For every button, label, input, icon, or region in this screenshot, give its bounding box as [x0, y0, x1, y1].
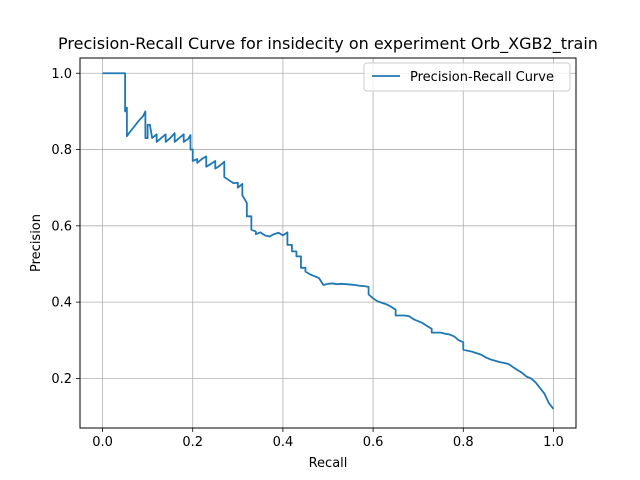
x-tick-label: 1.0: [543, 435, 564, 450]
x-tick-label: 0.0: [92, 435, 113, 450]
x-tick-label: 0.2: [182, 435, 203, 450]
series-layer: [102, 72, 555, 410]
x-axis-label: Recall: [309, 456, 348, 471]
axis-ticks: 0.0 0.2 0.4 0.6 0.8 1.0 0.2 0.4 0.6 0.8 1.0: [51, 67, 563, 450]
legend: Precision-Recall Curve: [363, 62, 571, 92]
y-tick-label: 0.2: [51, 372, 72, 387]
y-tick-label: 0.6: [51, 219, 72, 234]
y-axis-label: Precision: [29, 214, 44, 272]
y-tick-label: 1.0: [51, 67, 72, 82]
series-line: [102, 72, 555, 410]
x-tick-label: 0.4: [273, 435, 294, 450]
chart-title: Precision-Recall Curve for insidecity on…: [58, 34, 598, 54]
x-tick-label: 0.8: [453, 435, 474, 450]
legend-box: [363, 62, 571, 92]
y-tick-label: 0.8: [51, 143, 72, 158]
legend-label: Precision-Recall Curve: [410, 70, 554, 85]
x-tick-label: 0.6: [363, 435, 384, 450]
plot-frame: [79, 57, 577, 429]
y-tick-label: 0.4: [51, 296, 72, 311]
